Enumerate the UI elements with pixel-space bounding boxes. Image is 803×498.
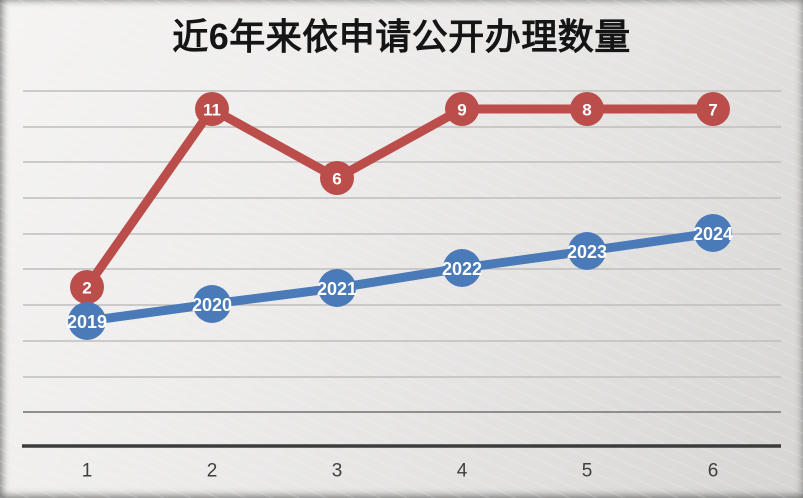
blue-series-marker [443, 249, 481, 287]
red-series-marker [445, 92, 479, 126]
blue-series-point-label: 2021 [317, 279, 357, 299]
red-series-marker [320, 161, 354, 195]
red-series-point-label: 2 [82, 279, 91, 298]
x-axis-label: 3 [332, 461, 343, 482]
red-series-marker [570, 92, 604, 126]
red-series-marker [696, 92, 730, 126]
x-axis-label: 6 [708, 461, 719, 482]
red-series-point-label: 8 [582, 101, 591, 120]
red-series-marker [70, 270, 104, 304]
red-series-line [82, 104, 718, 292]
x-axis-label: 5 [582, 461, 593, 482]
red-series-marker [195, 92, 229, 126]
blue-series-marker [193, 285, 231, 323]
chart-title: 近6年来依申请公开办理数量 [172, 16, 631, 57]
blue-series-point-label: 2024 [693, 224, 733, 244]
blue-series-point-label: 2022 [442, 259, 482, 279]
red-series-point-label: 7 [708, 101, 717, 120]
blue-series-marker [568, 232, 606, 270]
x-axis-label: 1 [82, 461, 93, 482]
x-axis-label: 4 [457, 461, 468, 482]
blue-series-marker [68, 302, 106, 340]
blue-series-marker [694, 214, 732, 252]
blue-series-point-label: 2023 [567, 242, 607, 262]
red-series-point-label: 9 [457, 101, 466, 120]
blue-series-line [82, 228, 718, 326]
blue-series-point-label: 2020 [192, 295, 232, 315]
blue-series-marker [318, 269, 356, 307]
x-axis-label: 2 [207, 461, 218, 482]
blue-series-point-label: 2019 [67, 312, 107, 332]
red-series-point-label: 6 [332, 170, 341, 189]
red-series-point-label: 11 [203, 101, 221, 120]
